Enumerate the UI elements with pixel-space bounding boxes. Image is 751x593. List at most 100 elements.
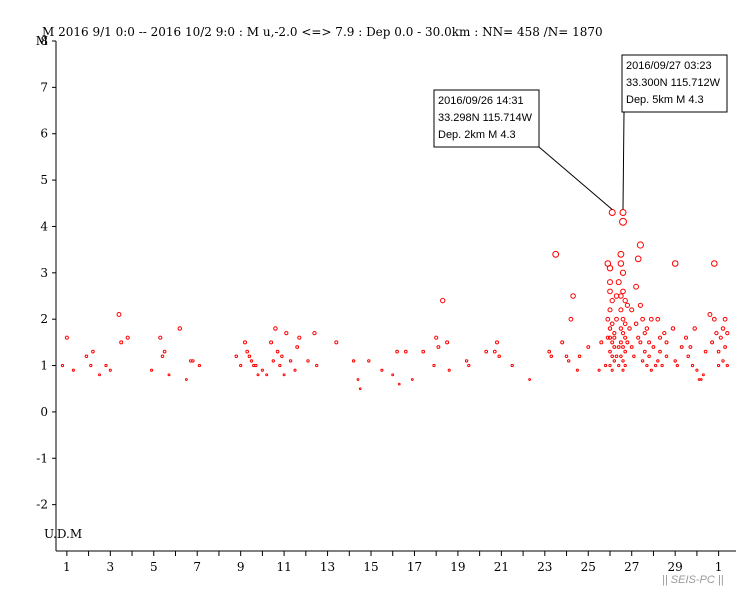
event-marker [603, 363, 608, 368]
event-marker [649, 368, 653, 372]
event-marker [695, 368, 699, 372]
event-marker [624, 302, 631, 308]
event-marker [243, 340, 247, 345]
y-tick-label: 7 [40, 80, 48, 94]
y-tick-label: 6 [40, 127, 48, 141]
event-marker [721, 359, 725, 363]
x-tick-label: 1 [63, 560, 71, 574]
event-marker [447, 368, 451, 372]
event-marker [633, 283, 639, 290]
event-marker [613, 293, 620, 299]
event-marker [640, 359, 645, 363]
x-tick-label: 11 [276, 560, 291, 574]
event-marker [549, 354, 554, 359]
x-tick-label: 21 [494, 560, 509, 574]
event-marker [645, 363, 649, 368]
event-marker [662, 330, 667, 336]
event-marker [699, 378, 703, 381]
event-marker [621, 359, 625, 363]
event-marker [239, 363, 243, 368]
event-marker [104, 363, 108, 368]
event-marker [673, 359, 677, 363]
event-marker [71, 368, 75, 372]
event-marker [64, 335, 69, 340]
y-tick-label: 5 [40, 173, 48, 187]
event-marker [716, 363, 721, 368]
event-marker [610, 368, 614, 372]
event-marker [564, 354, 569, 359]
event-marker [247, 354, 252, 359]
event-marker [675, 363, 679, 368]
callout-box [621, 54, 728, 113]
event-marker [619, 354, 623, 359]
event-marker [84, 354, 89, 359]
event-marker [612, 330, 617, 336]
event-marker [647, 354, 651, 359]
x-tick-label: 29 [668, 560, 683, 574]
event-marker [358, 387, 362, 391]
event-marker [497, 354, 501, 359]
event-marker [623, 335, 628, 340]
event-marker [197, 363, 202, 368]
event-marker [577, 354, 582, 359]
event-marker [273, 326, 278, 331]
event-marker [295, 345, 300, 349]
event-marker [625, 340, 630, 345]
event-marker [256, 373, 260, 377]
event-marker [617, 363, 621, 368]
event-marker [609, 297, 615, 304]
event-marker [690, 363, 695, 368]
event-marker [620, 316, 626, 322]
event-marker [334, 340, 339, 345]
event-marker [464, 359, 469, 363]
event-marker [421, 349, 426, 354]
event-marker [614, 354, 619, 359]
y-tick-label: -2 [36, 498, 48, 512]
event-marker [510, 363, 514, 368]
x-tick-label: 17 [407, 560, 422, 574]
x-tick-label: 13 [320, 560, 335, 574]
event-marker [440, 297, 446, 304]
event-marker [288, 359, 293, 363]
x-tick-label: 15 [363, 560, 378, 574]
event-marker [634, 255, 642, 263]
callout-box [433, 89, 540, 148]
event-marker [606, 265, 614, 272]
event-marker [714, 330, 719, 336]
event-marker [618, 307, 624, 313]
event-marker [586, 345, 591, 349]
event-marker [710, 340, 715, 345]
event-marker [315, 363, 319, 368]
event-marker [282, 373, 286, 377]
event-marker [617, 250, 625, 258]
event-marker [492, 349, 497, 354]
event-marker [636, 335, 641, 340]
event-marker [150, 368, 154, 372]
event-marker [636, 241, 644, 249]
event-marker [617, 260, 625, 267]
callouts: 2016/09/26 14:31 33.298N 115.714W Dep. 2km… [433, 54, 728, 216]
event-marker [607, 288, 613, 295]
event-marker [612, 335, 617, 340]
event-marker [575, 368, 579, 372]
event-marker [265, 373, 269, 377]
event-marker [638, 340, 643, 345]
event-marker [618, 293, 624, 299]
event-marker [599, 340, 604, 345]
event-marker [278, 363, 282, 368]
callout-text: Dep. 5km M 4.3 [626, 94, 704, 106]
x-tick-label: 23 [537, 560, 552, 574]
event-marker [614, 316, 619, 322]
event-marker [657, 335, 663, 340]
event-marker [618, 340, 623, 345]
event-marker [725, 363, 729, 368]
x-tick-label: 1 [715, 560, 723, 574]
event-marker [89, 363, 93, 368]
event-marker [410, 378, 414, 381]
event-marker [570, 293, 576, 299]
event-marker [633, 321, 639, 327]
y-tick-label: 3 [40, 266, 48, 280]
event-marker [655, 316, 661, 322]
event-marker [647, 340, 652, 345]
